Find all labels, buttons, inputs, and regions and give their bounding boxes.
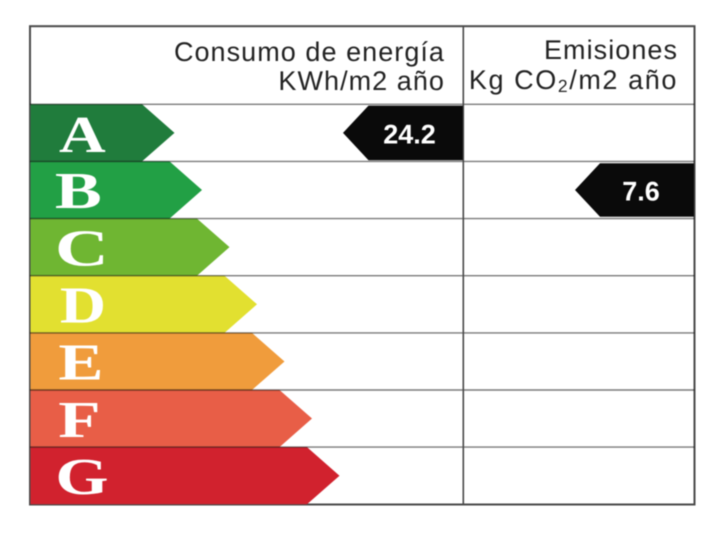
svg-text:Emisiones: Emisiones (544, 35, 678, 65)
svg-text:B: B (55, 163, 102, 220)
svg-text:24.2: 24.2 (383, 120, 436, 150)
svg-text:F: F (58, 392, 100, 449)
svg-text:Kg CO2/m2 año: Kg CO2/m2 año (469, 65, 678, 96)
svg-text:E: E (58, 335, 103, 392)
svg-text:7.6: 7.6 (622, 177, 660, 207)
svg-text:KWh/m2 año: KWh/m2 año (278, 66, 445, 96)
svg-text:G: G (55, 449, 108, 506)
svg-text:Consumo de energía: Consumo de energía (174, 37, 445, 67)
svg-text:D: D (60, 278, 106, 335)
svg-text:A: A (59, 107, 106, 164)
svg-text:C: C (55, 220, 109, 277)
